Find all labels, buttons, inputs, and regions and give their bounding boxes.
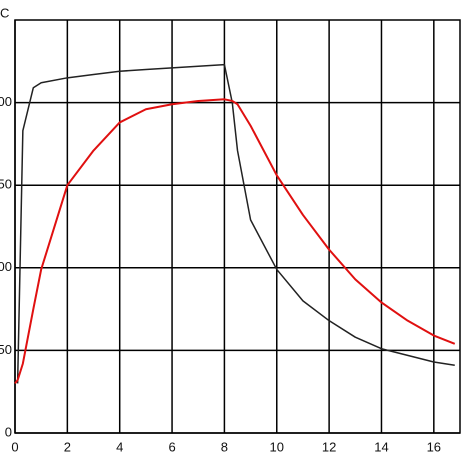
data-line xyxy=(14,98,456,385)
x-tick-label: 12 xyxy=(322,439,336,454)
y-tick-label: 50 xyxy=(0,177,12,192)
x-tick-label: 14 xyxy=(374,439,388,454)
x-tick-label: 16 xyxy=(427,439,441,454)
x-tick-label: 8 xyxy=(221,439,228,454)
plot-frame xyxy=(14,19,461,434)
x-tick-label: 4 xyxy=(116,439,123,454)
x-tick-label: 10 xyxy=(270,439,284,454)
y-tick-label: 00 xyxy=(0,94,12,109)
y-tick-label: 00 xyxy=(0,259,12,274)
x-tick-label: 2 xyxy=(64,439,71,454)
y-axis-label: C xyxy=(0,5,9,20)
y-tick-label: 0 xyxy=(5,424,12,439)
data-line xyxy=(16,63,455,384)
y-tick-label: 50 xyxy=(0,342,12,357)
x-tick-label: 0 xyxy=(11,439,18,454)
x-tick-label: 6 xyxy=(168,439,175,454)
